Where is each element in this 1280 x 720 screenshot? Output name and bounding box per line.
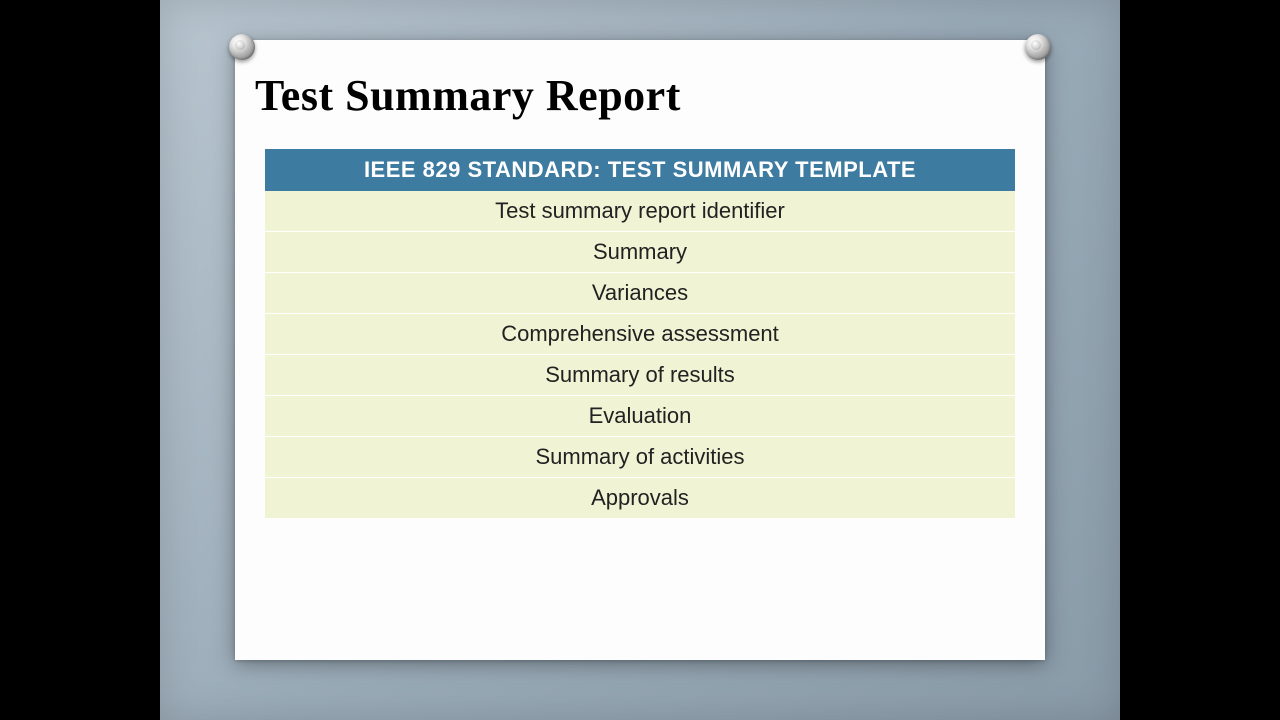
slide-title: Test Summary Report [255, 70, 1025, 121]
table-row: Comprehensive assessment [265, 314, 1015, 355]
table-header: IEEE 829 STANDARD: TEST SUMMARY TEMPLATE [265, 149, 1015, 191]
table-row: Evaluation [265, 396, 1015, 437]
pushpin-left-icon [229, 34, 255, 60]
table-row: Summary of activities [265, 437, 1015, 478]
table-row: Variances [265, 273, 1015, 314]
table-row: Approvals [265, 478, 1015, 518]
summary-table: IEEE 829 STANDARD: TEST SUMMARY TEMPLATE… [265, 149, 1015, 518]
pushpin-right-icon [1025, 34, 1051, 60]
table-row: Test summary report identifier [265, 191, 1015, 232]
paper-note: Test Summary Report IEEE 829 STANDARD: T… [235, 40, 1045, 660]
table-row: Summary [265, 232, 1015, 273]
viewport: Test Summary Report IEEE 829 STANDARD: T… [0, 0, 1280, 720]
slide-background: Test Summary Report IEEE 829 STANDARD: T… [160, 0, 1120, 720]
table-row: Summary of results [265, 355, 1015, 396]
